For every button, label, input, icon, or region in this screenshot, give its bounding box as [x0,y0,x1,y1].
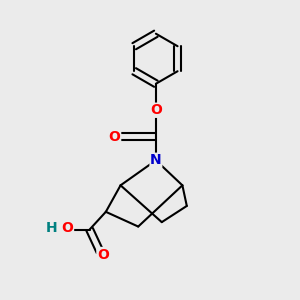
Text: N: N [150,153,162,167]
Text: O: O [150,103,162,117]
Text: O: O [97,248,109,262]
Text: O: O [61,221,74,235]
Text: H: H [46,221,57,235]
Text: O: O [109,130,121,144]
